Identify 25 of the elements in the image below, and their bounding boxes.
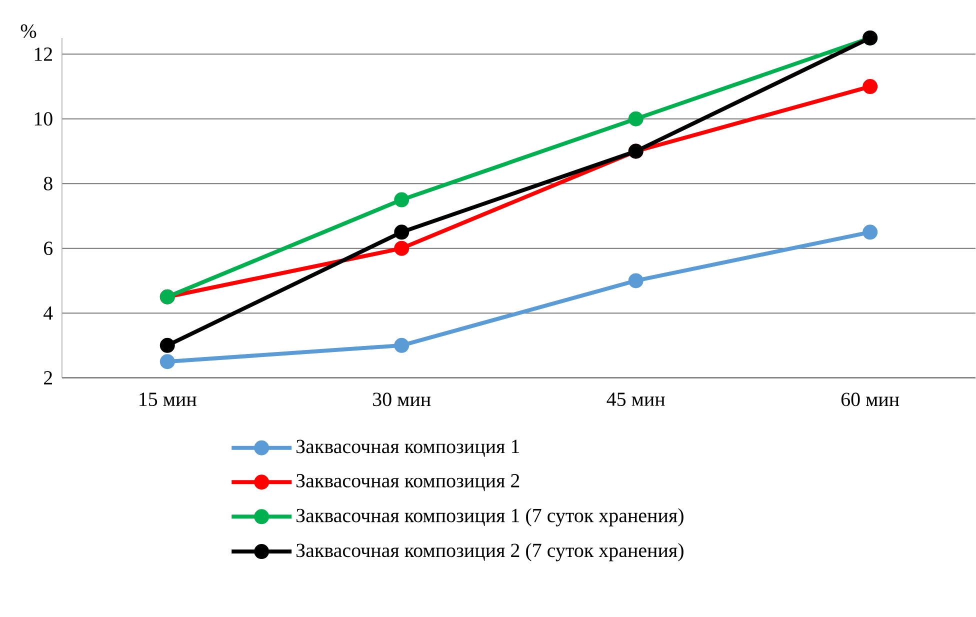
point	[394, 224, 410, 240]
y-tick-label: 6	[44, 242, 53, 256]
y-axis-title: %	[20, 24, 36, 38]
y-tick-label: 10	[34, 112, 52, 126]
point	[160, 354, 175, 370]
x-tick-label: 15 мин	[140, 392, 196, 406]
y-tick-label: 4	[44, 306, 53, 320]
point	[394, 241, 410, 256]
point	[628, 112, 644, 127]
legend-label: Заквасочная композиция 2	[296, 474, 520, 492]
legend-label: Заквасочная композиция 2 (7 суток хранения)	[296, 543, 684, 562]
x-tick-label: 45 мин	[606, 392, 665, 406]
legend-label: Заквасочная композиция 1	[296, 440, 520, 458]
point	[394, 192, 410, 208]
x-tick-label: 60 мин	[841, 392, 900, 406]
x-tick-label: 30 мин	[373, 392, 431, 406]
point	[394, 338, 410, 354]
point	[862, 79, 878, 94]
y-tick-label: 2	[44, 371, 52, 385]
point	[862, 224, 878, 240]
point	[628, 273, 644, 288]
legend-label: Заквасочная композиция 1 (7 суток хранения)	[296, 508, 684, 527]
y-tick-label: 8	[44, 177, 52, 191]
point	[160, 338, 175, 354]
y-tick-label: 12	[34, 48, 52, 61]
